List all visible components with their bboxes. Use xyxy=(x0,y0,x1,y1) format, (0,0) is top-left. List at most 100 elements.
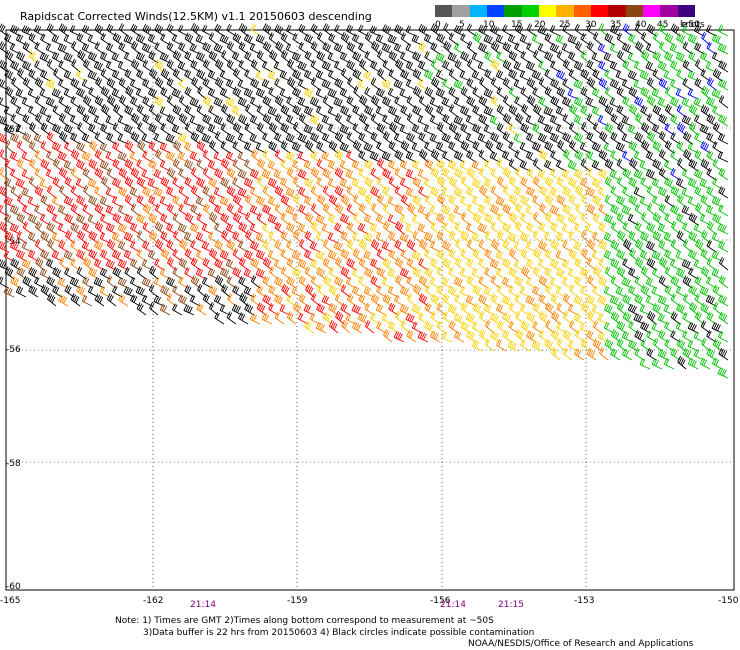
wind-barb xyxy=(118,41,129,55)
wind-barb xyxy=(532,103,543,118)
wind-barb xyxy=(202,95,213,109)
wind-barb xyxy=(75,177,87,190)
wind-barb xyxy=(196,302,207,316)
wind-barb xyxy=(64,284,75,298)
wind-barb xyxy=(507,33,519,46)
wind-barb xyxy=(484,195,495,208)
wind-barb xyxy=(3,196,15,208)
wind-barb xyxy=(387,159,399,172)
wind-barb xyxy=(178,112,189,127)
wind-barb xyxy=(165,276,177,289)
wind-barb xyxy=(670,347,681,361)
wind-barb xyxy=(532,122,543,136)
wind-barb xyxy=(40,230,51,244)
wind-barb xyxy=(100,175,111,190)
wind-barb xyxy=(460,140,471,154)
wind-barb xyxy=(616,176,627,190)
wind-barb xyxy=(304,230,315,244)
wind-barb xyxy=(100,68,111,82)
wind-barb xyxy=(15,249,27,262)
wind-barb xyxy=(664,140,675,154)
wind-barb xyxy=(693,222,705,235)
wind-barb xyxy=(226,311,237,325)
wind-barb xyxy=(628,267,639,280)
wind-barb xyxy=(549,42,561,55)
wind-barb xyxy=(651,177,663,190)
colorbar-swatch xyxy=(486,5,505,17)
wind-barb xyxy=(88,195,99,208)
wind-barb xyxy=(117,240,129,253)
wind-barb xyxy=(700,158,711,172)
wind-barb xyxy=(598,168,609,181)
wind-barb xyxy=(442,221,453,235)
wind-barb xyxy=(76,229,87,244)
wind-barb xyxy=(207,69,219,82)
wind-barb xyxy=(580,247,591,262)
wind-barb xyxy=(508,175,519,190)
wind-barb xyxy=(448,194,459,208)
wind-barb xyxy=(628,140,639,154)
wind-barb xyxy=(279,70,291,82)
wind-barb xyxy=(196,104,207,118)
wind-barb xyxy=(442,293,453,307)
wind-barb xyxy=(592,122,603,136)
wind-barb xyxy=(159,52,171,64)
wind-barb xyxy=(616,249,627,262)
wind-barb xyxy=(262,113,273,127)
wind-barb xyxy=(370,275,381,289)
lon-tick-label: -153 xyxy=(574,596,594,606)
wind-barb xyxy=(688,121,699,136)
wind-barb xyxy=(129,222,141,235)
wind-barb xyxy=(718,256,729,271)
wind-barb xyxy=(603,142,615,154)
wind-barb xyxy=(303,159,315,172)
wind-barb xyxy=(22,76,33,91)
wind-barb xyxy=(525,132,537,145)
wind-barb xyxy=(310,166,321,181)
wind-barb xyxy=(652,212,663,226)
wind-barb xyxy=(195,196,207,208)
wind-barb xyxy=(65,229,75,244)
wind-barb xyxy=(472,140,483,154)
wind-barb xyxy=(376,266,387,280)
wind-barb xyxy=(712,121,723,136)
wind-barb xyxy=(21,169,33,181)
wind-barb xyxy=(526,222,537,235)
wind-barb xyxy=(63,160,75,172)
wind-barb xyxy=(549,258,561,271)
wind-barb xyxy=(16,266,27,280)
wind-barb xyxy=(700,265,711,280)
wind-barb xyxy=(184,212,195,226)
wind-barb xyxy=(297,78,309,91)
wind-barb xyxy=(526,42,537,55)
wind-barb xyxy=(111,88,123,100)
wind-barb xyxy=(351,231,363,244)
wind-barb xyxy=(214,168,225,181)
wind-barb xyxy=(316,50,327,64)
wind-barb xyxy=(352,104,363,118)
wind-barb xyxy=(255,87,267,100)
wind-barb xyxy=(593,31,603,46)
wind-barb xyxy=(431,76,441,91)
wind-barb xyxy=(574,329,585,343)
wind-barb xyxy=(105,42,117,55)
wind-barb xyxy=(238,312,249,325)
wind-barb xyxy=(693,24,705,37)
wind-barb xyxy=(610,204,621,217)
wind-barb xyxy=(148,212,159,226)
wind-barb xyxy=(309,241,321,253)
wind-barb xyxy=(75,87,87,100)
wind-barb xyxy=(543,106,555,118)
wind-barb xyxy=(351,321,363,334)
wind-barb xyxy=(628,176,639,190)
wind-barb xyxy=(395,58,405,73)
wind-barb xyxy=(603,321,615,334)
wind-barb xyxy=(249,204,261,217)
wind-barb xyxy=(701,85,711,100)
wind-barb xyxy=(646,77,657,91)
wind-barb xyxy=(441,97,453,109)
wind-barb xyxy=(387,214,399,226)
wind-barb xyxy=(346,59,357,73)
wind-barb xyxy=(609,169,621,181)
wind-barb xyxy=(40,284,51,298)
